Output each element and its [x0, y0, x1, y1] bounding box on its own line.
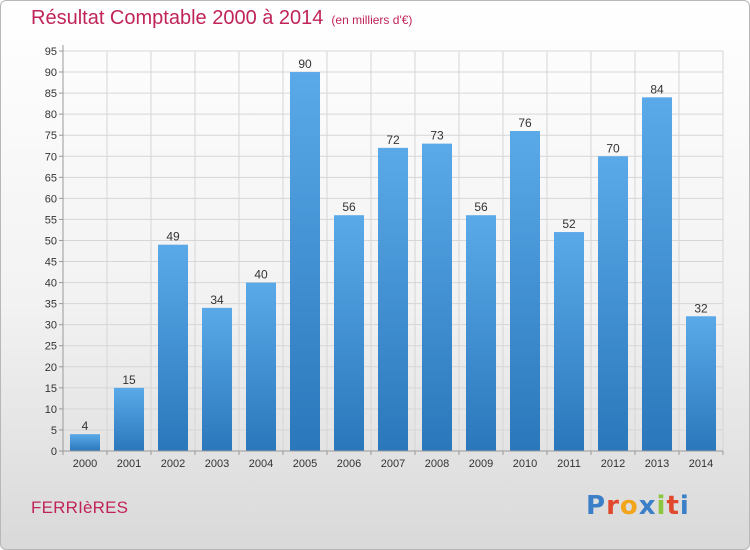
bar-value-label: 40 — [254, 268, 268, 282]
bar-value-label: 34 — [210, 293, 224, 307]
logo-letter: o — [619, 491, 639, 521]
y-tick-label: 55 — [45, 214, 57, 226]
bar — [510, 131, 540, 451]
y-tick-label: 40 — [45, 278, 57, 290]
x-tick-label: 2008 — [425, 458, 449, 470]
bar — [290, 72, 320, 451]
logo-letter: P — [586, 491, 607, 521]
chart-title: Résultat Comptable 2000 à 2014 (en millie… — [31, 7, 412, 30]
bar-value-label: 49 — [166, 230, 180, 244]
bar-value-label: 76 — [518, 116, 532, 130]
chart-title-text: Résultat Comptable 2000 à 2014 — [31, 7, 324, 29]
bar-value-label: 4 — [82, 419, 89, 433]
y-tick-label: 10 — [45, 404, 57, 416]
y-tick-label: 45 — [45, 257, 57, 269]
y-tick-label: 35 — [45, 299, 57, 311]
logo-letter: i — [679, 491, 690, 521]
x-tick-label: 2013 — [645, 458, 669, 470]
bar-value-label: 90 — [298, 57, 312, 71]
x-tick-label: 2000 — [73, 458, 97, 470]
x-tick-label: 2004 — [249, 458, 273, 470]
commune-name: FERRIèRES — [31, 498, 129, 517]
y-tick-label: 0 — [51, 446, 57, 458]
y-tick-label: 65 — [45, 172, 57, 184]
bar-value-label: 15 — [122, 373, 136, 387]
bar — [246, 282, 276, 451]
bar-value-label: 73 — [430, 129, 444, 143]
x-tick-label: 2005 — [293, 458, 317, 470]
axes: 0 5 10 15 20 25 30 35 40 45 50 55 60 65 70 75 80 85 90 95 20… — [45, 45, 724, 470]
y-tick-label: 75 — [45, 130, 57, 142]
bar — [70, 434, 100, 451]
bar — [334, 215, 364, 451]
bar — [686, 316, 716, 451]
y-tick-label: 25 — [45, 341, 57, 353]
y-tick-label: 20 — [45, 362, 57, 374]
y-tick-label: 50 — [45, 235, 57, 247]
y-tick-label: 30 — [45, 320, 57, 332]
x-tick-label: 2012 — [601, 458, 625, 470]
y-tick-label: 95 — [45, 46, 57, 58]
x-tick-label: 2011 — [557, 458, 581, 470]
bars — [70, 72, 716, 451]
bar-value-label: 52 — [562, 217, 576, 231]
x-tick-label: 2007 — [381, 458, 405, 470]
bar-value-label: 72 — [386, 133, 400, 147]
bar-value-label: 70 — [606, 141, 620, 155]
y-tick-label: 90 — [45, 67, 57, 79]
bar — [422, 143, 452, 451]
logo-letter: x — [638, 491, 657, 521]
bar — [598, 156, 628, 451]
bar-value-label: 56 — [474, 200, 488, 214]
x-tick-label: 2002 — [161, 458, 185, 470]
y-tick-label: 60 — [45, 193, 57, 205]
bar-value-label: 84 — [650, 82, 664, 96]
x-tick-label: 2003 — [205, 458, 229, 470]
bar — [378, 147, 408, 451]
x-tick-label: 2014 — [689, 458, 713, 470]
y-tick-label: 15 — [45, 383, 57, 395]
y-tick-label: 70 — [45, 151, 57, 163]
chart-subtitle: (en milliers d'€) — [331, 13, 413, 27]
x-tick-label: 2009 — [469, 458, 493, 470]
bar — [158, 244, 188, 451]
y-tick-label: 5 — [51, 425, 57, 437]
bar — [466, 215, 496, 451]
bar-value-label: 32 — [694, 301, 708, 315]
y-tick-label: 85 — [45, 88, 57, 100]
bar — [642, 97, 672, 451]
logo-letter: r — [606, 491, 620, 521]
logo-letter: t — [666, 491, 680, 521]
x-tick-label: 2001 — [117, 458, 141, 470]
bar — [554, 232, 584, 451]
x-tick-label: 2006 — [337, 458, 361, 470]
y-tick-label: 80 — [45, 109, 57, 121]
x-tick-label: 2010 — [513, 458, 537, 470]
bar — [114, 387, 144, 451]
bar — [202, 307, 232, 451]
logo-letter: i — [656, 491, 667, 521]
bar-value-label: 56 — [342, 200, 356, 214]
data-labels: 4 15 49 34 40 90 56 72 73 56 76 52 70 84 32 — [82, 57, 708, 433]
proxiti-logo: Proxiti — [586, 491, 690, 521]
